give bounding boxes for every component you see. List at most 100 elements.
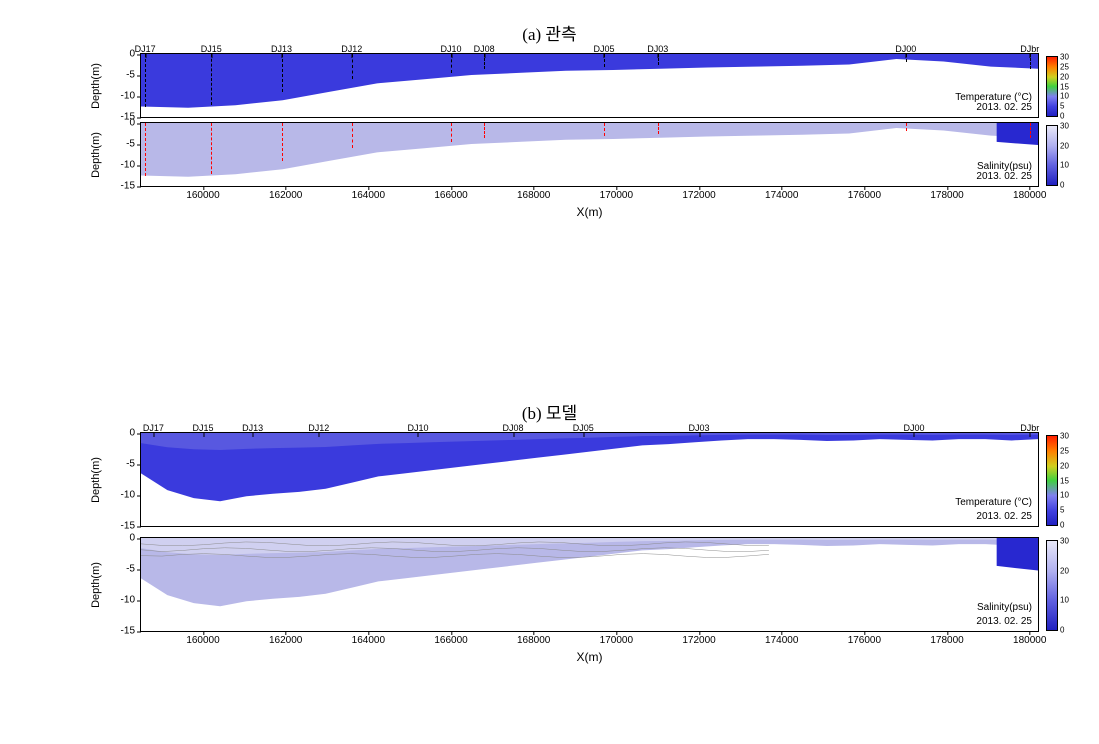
colorbar-tick: 25: [1057, 446, 1069, 455]
colorbar-tick: 30: [1057, 537, 1069, 546]
station-vline: [211, 54, 212, 105]
ylabel: Depth(m): [90, 457, 102, 503]
xtick: 162000: [269, 186, 302, 201]
xtick: 168000: [517, 631, 550, 646]
ytick: -15: [121, 626, 141, 637]
figure-b-title: (b) 모델: [20, 399, 1079, 424]
xtick: 172000: [682, 631, 715, 646]
colorbar-tick: 15: [1057, 476, 1069, 485]
ytick: 0: [129, 428, 141, 439]
station-label: DJ13: [271, 44, 292, 54]
colorbar-tick: 20: [1057, 141, 1069, 150]
xtick: 170000: [600, 186, 633, 201]
xtick: 162000: [269, 631, 302, 646]
colorbar: 051015202530: [1046, 435, 1058, 526]
ytick: -15: [121, 181, 141, 192]
panel-wrap-a: Depth(m)0-5-10-15DJ17DJ15DJ13DJ12DJ10DJ0…: [140, 53, 1039, 219]
ytick: -5: [126, 459, 141, 470]
xtick: 172000: [682, 186, 715, 201]
ytick: -5: [126, 70, 141, 81]
colorbar-tick: 10: [1057, 92, 1069, 101]
ylabel: Depth(m): [90, 562, 102, 608]
colorbar-tick: 10: [1057, 161, 1069, 170]
station-vline: [658, 54, 659, 65]
station-label: DJ15: [201, 44, 222, 54]
colorbar-tick: 0: [1057, 626, 1064, 635]
station-label: DJ00: [895, 44, 916, 54]
ytick: 0: [129, 533, 141, 544]
xtick: 166000: [434, 631, 467, 646]
station-vline: [484, 123, 485, 138]
station-vline: [451, 123, 452, 142]
xtick: 178000: [930, 186, 963, 201]
station-label: DJ12: [341, 44, 362, 54]
ytick: -10: [121, 91, 141, 102]
station-label: DJ03: [689, 423, 710, 433]
station-label: DJbr: [1020, 423, 1039, 433]
colorbar-tick: 25: [1057, 62, 1069, 71]
colorbar-tick: 5: [1057, 506, 1064, 515]
colorbar-tick: 10: [1057, 491, 1069, 500]
station-vline: [906, 123, 907, 131]
figure-a-title: (a) 관측: [20, 20, 1079, 45]
xtick: 166000: [434, 186, 467, 201]
xlabel-b: X(m): [140, 650, 1039, 664]
station-label: DJ08: [503, 423, 524, 433]
colorbar-tick: 20: [1057, 566, 1069, 575]
colorbar: 0102030: [1046, 540, 1058, 631]
panel-wrap-b: Depth(m)0-5-10-15DJ17DJ15DJ13DJ12DJ10DJ0…: [140, 432, 1039, 664]
panel-a-salinity: Depth(m)0-5-10-15Salinity(psu)2013. 02. …: [140, 122, 1039, 187]
figure-group-b: (b) 모델 Depth(m)0-5-10-15DJ17DJ15DJ13DJ12…: [20, 399, 1079, 664]
xtick: 160000: [186, 186, 219, 201]
station-vline: [484, 54, 485, 69]
colorbar: 0102030: [1046, 125, 1058, 186]
station-label: DJ05: [573, 423, 594, 433]
station-vline: [211, 123, 212, 174]
station-label: DJ17: [143, 423, 164, 433]
station-vline: [145, 123, 146, 176]
xtick: 178000: [930, 631, 963, 646]
ytick: -10: [121, 595, 141, 606]
xtick: 176000: [848, 186, 881, 201]
colorbar-tick: 0: [1057, 521, 1064, 530]
ytick: -15: [121, 521, 141, 532]
colorbar-tick: 30: [1057, 53, 1069, 62]
station-vline: [906, 54, 907, 62]
xtick: 168000: [517, 186, 550, 201]
colorbar-tick: 20: [1057, 72, 1069, 81]
ytick: -10: [121, 160, 141, 171]
colorbar-tick: 30: [1057, 122, 1069, 131]
xtick: 176000: [848, 631, 881, 646]
station-label: DJ10: [407, 423, 428, 433]
colorbar-tick: 15: [1057, 82, 1069, 91]
xtick: 164000: [352, 631, 385, 646]
ytick: -5: [126, 564, 141, 575]
station-label: DJ03: [647, 44, 668, 54]
station-vline: [282, 54, 283, 92]
colorbar-tick: 30: [1057, 432, 1069, 441]
xtick: 180000: [1013, 186, 1046, 201]
xtick: 174000: [765, 631, 798, 646]
station-label: DJ10: [441, 44, 462, 54]
station-vline: [658, 123, 659, 134]
colorbar-tick: 5: [1057, 102, 1064, 111]
station-label: DJ15: [192, 423, 213, 433]
xtick: 180000: [1013, 631, 1046, 646]
station-label: DJ05: [593, 44, 614, 54]
station-vline: [1030, 123, 1031, 138]
station-vline: [604, 123, 605, 136]
panel-b-salinity: Depth(m)0-5-10-15Salinity(psu)2013. 02. …: [140, 537, 1039, 632]
xtick: 174000: [765, 186, 798, 201]
xtick: 170000: [600, 631, 633, 646]
station-label: DJ17: [135, 44, 156, 54]
station-label: DJ12: [308, 423, 329, 433]
station-label: DJ08: [474, 44, 495, 54]
station-vline: [352, 54, 353, 79]
colorbar-tick: 0: [1057, 112, 1064, 121]
ytick: -5: [126, 139, 141, 150]
colorbar-tick: 20: [1057, 461, 1069, 470]
xtick: 160000: [186, 631, 219, 646]
station-vline: [1030, 54, 1031, 69]
ylabel: Depth(m): [90, 63, 102, 109]
ytick: -10: [121, 490, 141, 501]
